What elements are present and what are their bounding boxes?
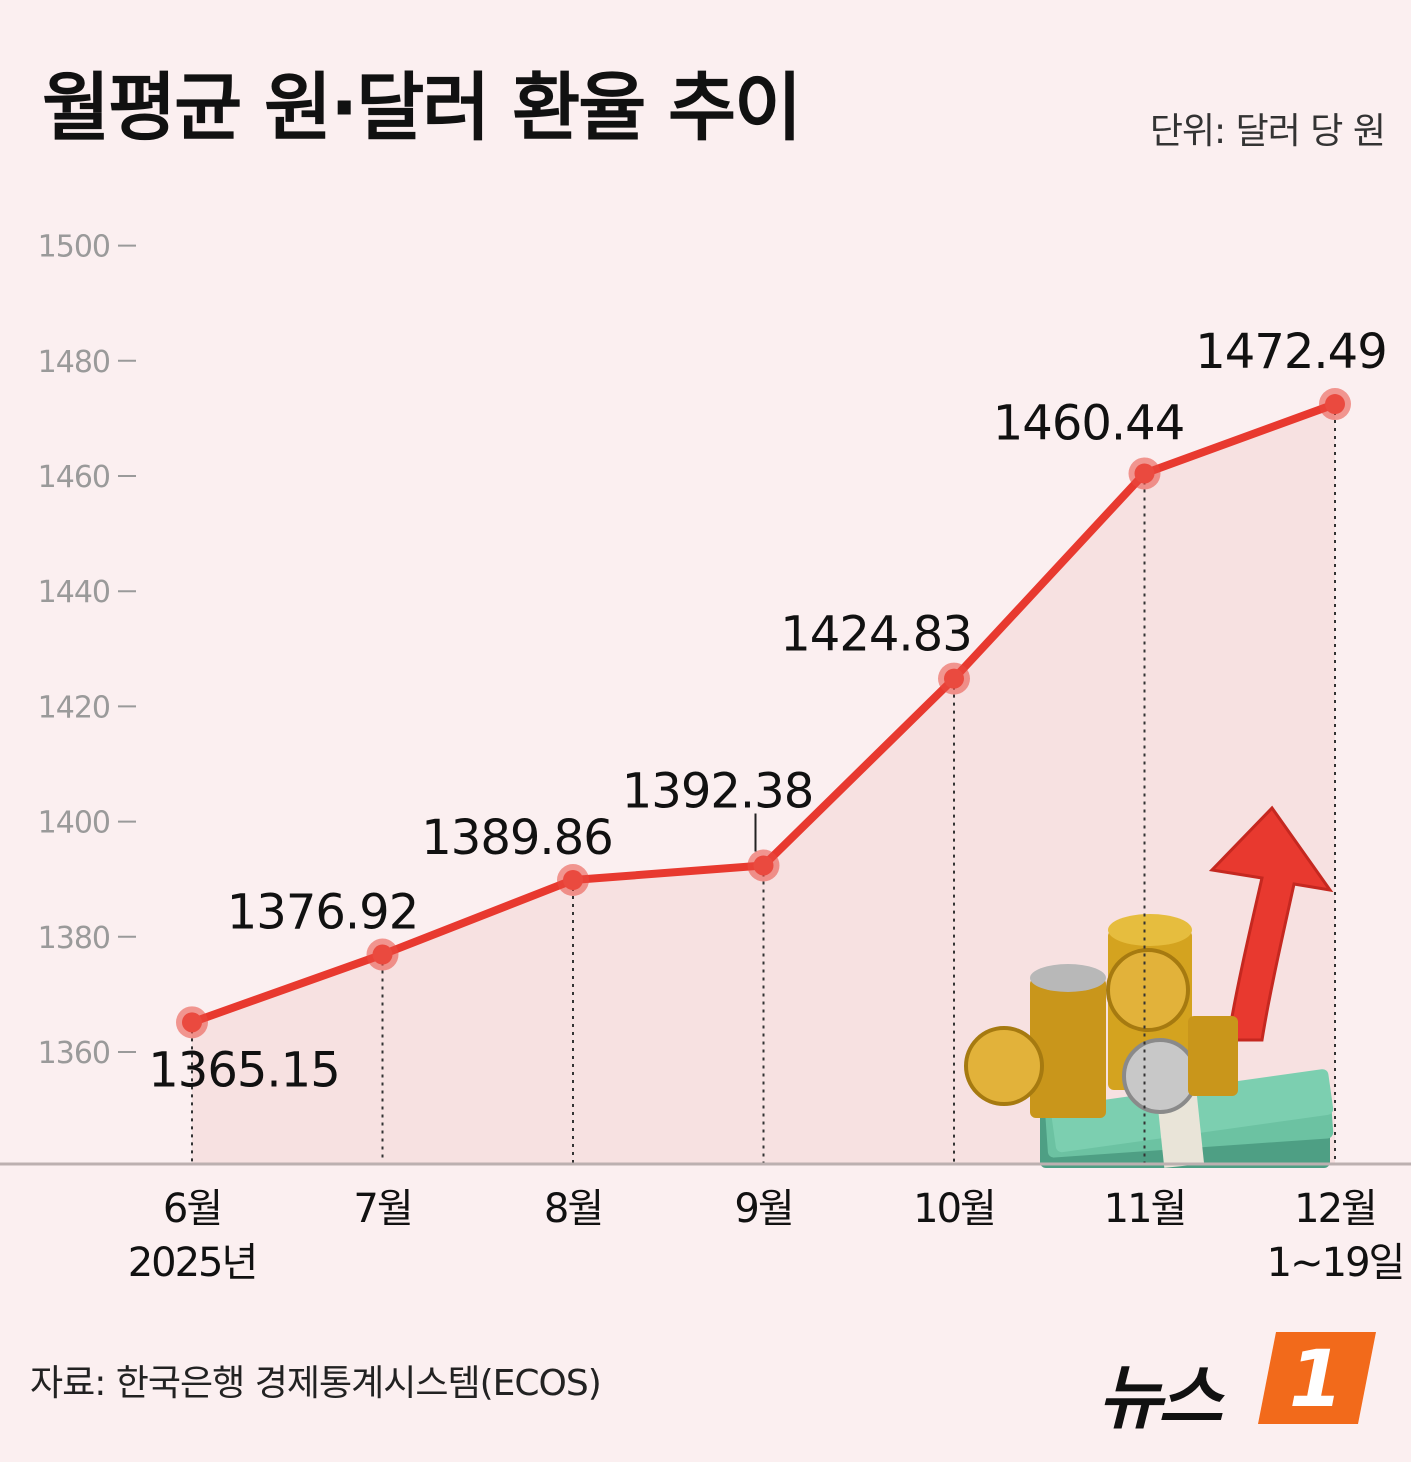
- data-point: [1134, 463, 1155, 484]
- x-tick-label: 9월: [734, 1186, 792, 1232]
- logo-wordmark: 뉴스: [1098, 1357, 1223, 1439]
- coin-stack-icon: [964, 914, 1238, 1118]
- y-tick-label: 1360: [38, 1036, 110, 1071]
- data-point: [372, 944, 393, 965]
- data-point: [182, 1012, 202, 1033]
- up-arrow-icon: [1208, 805, 1334, 1042]
- data-markers: [176, 388, 1351, 1039]
- y-tick-label: 1400: [38, 806, 110, 841]
- source-note: 자료: 한국은행 경제통계시스템(ECOS): [30, 1363, 602, 1404]
- news1-logo: 뉴스 1: [1098, 1330, 1388, 1439]
- y-axis: 1360 1380 1400 1420 1440 1460 1480 1500: [38, 230, 136, 1071]
- y-tick-label: 1500: [38, 230, 110, 265]
- y-tick-label: 1380: [38, 921, 110, 956]
- x-tick-label: 12월: [1294, 1186, 1376, 1232]
- data-label: 1365.15: [148, 1042, 340, 1098]
- data-point: [944, 668, 964, 689]
- x-tick-sublabel: 2025년: [128, 1240, 257, 1286]
- drop-lines: [191, 404, 1336, 1164]
- y-tick-label: 1480: [38, 345, 110, 380]
- banknote-bundle-icon: [1040, 1069, 1334, 1168]
- x-tick-label: 6월: [163, 1186, 221, 1232]
- data-label: 1424.83: [780, 607, 972, 663]
- x-tick-label: 10월: [913, 1186, 995, 1232]
- data-point: [1325, 394, 1345, 415]
- data-label: 1376.92: [227, 885, 419, 941]
- money-illustration: [964, 805, 1334, 1168]
- logo-mark-text: 1: [1289, 1335, 1343, 1424]
- unit-label: 단위: 달러 당 원: [1149, 111, 1386, 152]
- data-label: 1472.49: [1195, 324, 1387, 380]
- data-point: [563, 870, 583, 891]
- x-tick-sublabel: 1~19일: [1267, 1240, 1404, 1286]
- x-tick-label: 8월: [544, 1186, 602, 1232]
- data-label: 1389.86: [421, 810, 613, 866]
- chart-title: 월평균 원·달러 환율 추이: [42, 65, 802, 151]
- data-point: [753, 855, 774, 876]
- x-tick-label: 7월: [353, 1186, 411, 1232]
- x-tick-label: 11월: [1104, 1186, 1186, 1232]
- x-axis-labels: 6월 2025년 7월 8월 9월 10월 11월 12월 1~19일: [128, 1186, 1406, 1286]
- y-tick-label: 1420: [38, 690, 110, 725]
- logo-mark-icon: 1: [1258, 1332, 1376, 1424]
- y-tick-label: 1460: [38, 460, 110, 495]
- y-tick-label: 1440: [38, 575, 110, 610]
- data-label: 1392.38: [622, 763, 814, 819]
- data-label: 1460.44: [993, 395, 1185, 451]
